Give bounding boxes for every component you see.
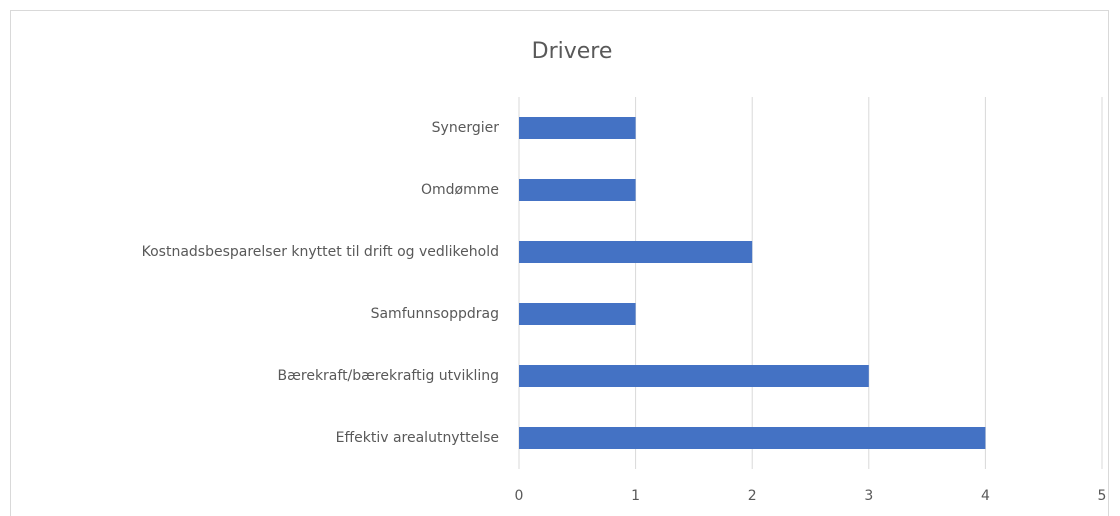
x-tick-label: 2 (748, 488, 757, 504)
y-tick-label: Synergier (432, 120, 500, 136)
chart-title: Drivere (532, 39, 613, 64)
x-tick-label: 0 (515, 488, 524, 504)
x-tick-label: 4 (981, 488, 990, 504)
y-tick-label: Effektiv arealutnyttelse (336, 430, 499, 446)
y-tick-label: Bærekraft/bærekraftig utvikling (278, 368, 499, 384)
y-tick-label: Kostnadsbesparelser knyttet til drift og… (142, 244, 499, 260)
bar (519, 365, 869, 387)
bar (519, 303, 636, 325)
x-tick-label: 5 (1098, 488, 1107, 504)
x-tick-label: 1 (631, 488, 640, 504)
bar (519, 117, 636, 139)
bar (519, 179, 636, 201)
bar (519, 241, 753, 263)
y-tick-label: Samfunnsoppdrag (371, 306, 499, 322)
x-tick-label: 3 (864, 488, 873, 504)
y-tick-label: Omdømme (421, 182, 499, 198)
bar (519, 427, 986, 449)
